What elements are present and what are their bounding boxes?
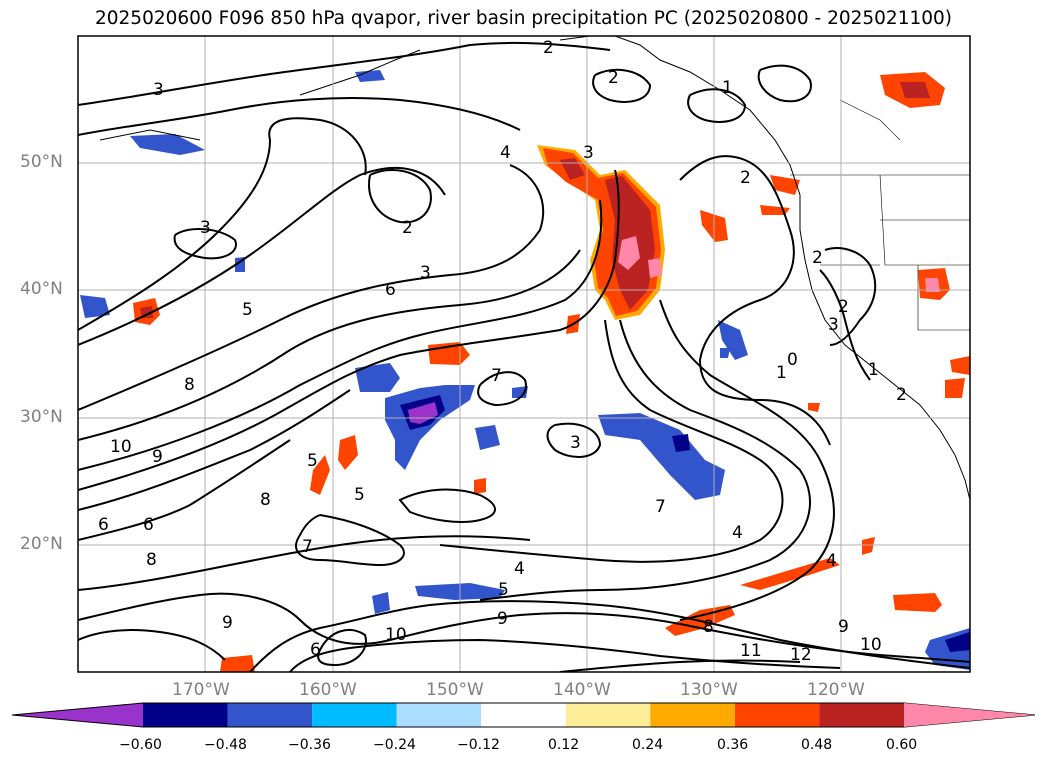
contour-label: 4	[514, 559, 525, 579]
colorbar-box	[312, 703, 397, 727]
lon-label: 150°W	[426, 680, 484, 700]
colorbar-tick-label: 0.48	[801, 737, 833, 753]
precip-negative-patches	[80, 70, 970, 670]
contour-label: 9	[152, 447, 163, 467]
contour-label: 5	[498, 580, 509, 600]
contour-label: 4	[732, 523, 743, 543]
colorbar-left-extension	[12, 703, 143, 727]
contour-label: 1	[868, 360, 879, 380]
contour-label: 2	[608, 68, 619, 88]
lat-label: 20°N	[20, 534, 63, 554]
contour-label: 8	[146, 550, 157, 570]
contour-label: 4	[826, 551, 837, 571]
contour-label: 5	[242, 300, 253, 320]
borders	[790, 99, 970, 331]
contour-label: 6	[385, 280, 396, 300]
lat-label: 40°N	[20, 279, 63, 299]
contour-label: 7	[491, 366, 502, 386]
contour-label: 2	[838, 297, 849, 317]
colorbar-right-extension	[904, 703, 1035, 727]
contour-label: 3	[200, 218, 211, 238]
map-frame-content: 2 2 1 3 4 3 2 3 2 3 6 5 8 10 9 7 5 6 8 5…	[78, 36, 970, 672]
colorbar-tick-label: −0.36	[288, 737, 331, 753]
lon-label: 120°W	[807, 680, 865, 700]
contour-label: 2	[543, 38, 554, 58]
colorbar-box	[227, 703, 313, 727]
contour-label: 10	[110, 437, 132, 457]
contour-label: 1	[722, 78, 733, 98]
colorbar-tick-label: 0.12	[548, 737, 580, 753]
lat-label: 50°N	[20, 152, 63, 172]
contour-label: 3	[570, 433, 581, 453]
contour-label: 2	[896, 385, 907, 405]
contour-label: 0	[787, 350, 798, 370]
contour-label: 2	[812, 248, 823, 268]
contour-label: 8	[184, 375, 195, 395]
colorbar-box	[481, 703, 566, 727]
contour-label: 5	[307, 451, 318, 471]
contour-label: 10	[860, 635, 882, 655]
colorbar-box	[396, 703, 482, 727]
contour-labels: 2 2 1 3 4 3 2 3 2 3 6 5 8 10 9 7 5 6 8 5…	[98, 38, 907, 665]
lon-label: 170°W	[172, 680, 230, 700]
plot-frame	[77, 35, 971, 673]
contour-label: 2	[402, 218, 413, 238]
contour-label: 10	[385, 625, 407, 645]
colorbar-boxes	[11, 702, 1036, 728]
lon-label: 160°W	[299, 680, 357, 700]
colorbar-tick-label: −0.24	[373, 737, 416, 753]
contour-label: 3	[828, 315, 839, 335]
contour-label: 7	[655, 497, 666, 517]
lon-label: 140°W	[553, 680, 611, 700]
contour-label: 9	[222, 613, 233, 633]
contour-label: 5	[354, 485, 365, 505]
colorbar-tick-label: −0.48	[204, 737, 247, 753]
colorbar-tick-label: 0.60	[886, 737, 918, 753]
contour-label: 1	[776, 363, 787, 383]
contour-label: 9	[838, 617, 849, 637]
colorbar-box	[565, 703, 651, 727]
contour-label: 6	[143, 515, 154, 535]
contour-label: 9	[497, 609, 508, 629]
colorbar-tick-label: −0.60	[119, 737, 162, 753]
chart-title: 2025020600 F096 850 hPa qvapor, river ba…	[94, 8, 953, 29]
colorbar-box	[650, 703, 735, 727]
colorbar-tick-label: 0.36	[717, 737, 749, 753]
contour-label: 3	[153, 80, 164, 100]
contour-label: 8	[703, 617, 714, 637]
contour-label: 12	[790, 645, 812, 665]
contour-label: 3	[583, 143, 594, 163]
colorbar	[11, 702, 1036, 728]
contour-label: 7	[302, 537, 313, 557]
gridlines	[78, 36, 970, 672]
colorbar-box	[143, 703, 228, 727]
colorbar-box	[734, 703, 820, 727]
contour-label: 6	[98, 515, 109, 535]
lon-label: 130°W	[680, 680, 738, 700]
colorbar-box	[819, 703, 904, 727]
contour-label: 6	[310, 640, 321, 660]
qvapor-contours	[78, 41, 970, 672]
contour-label: 11	[740, 641, 762, 661]
colorbar-tick-label: 0.24	[632, 737, 664, 753]
contour-label: 4	[500, 143, 511, 163]
contour-label: 3	[420, 263, 431, 283]
contour-label: 2	[740, 168, 751, 188]
contour-label: 8	[260, 490, 271, 510]
colorbar-tick-label: −0.12	[457, 737, 500, 753]
precip-positive-patches	[133, 72, 970, 672]
lat-label: 30°N	[20, 407, 63, 427]
